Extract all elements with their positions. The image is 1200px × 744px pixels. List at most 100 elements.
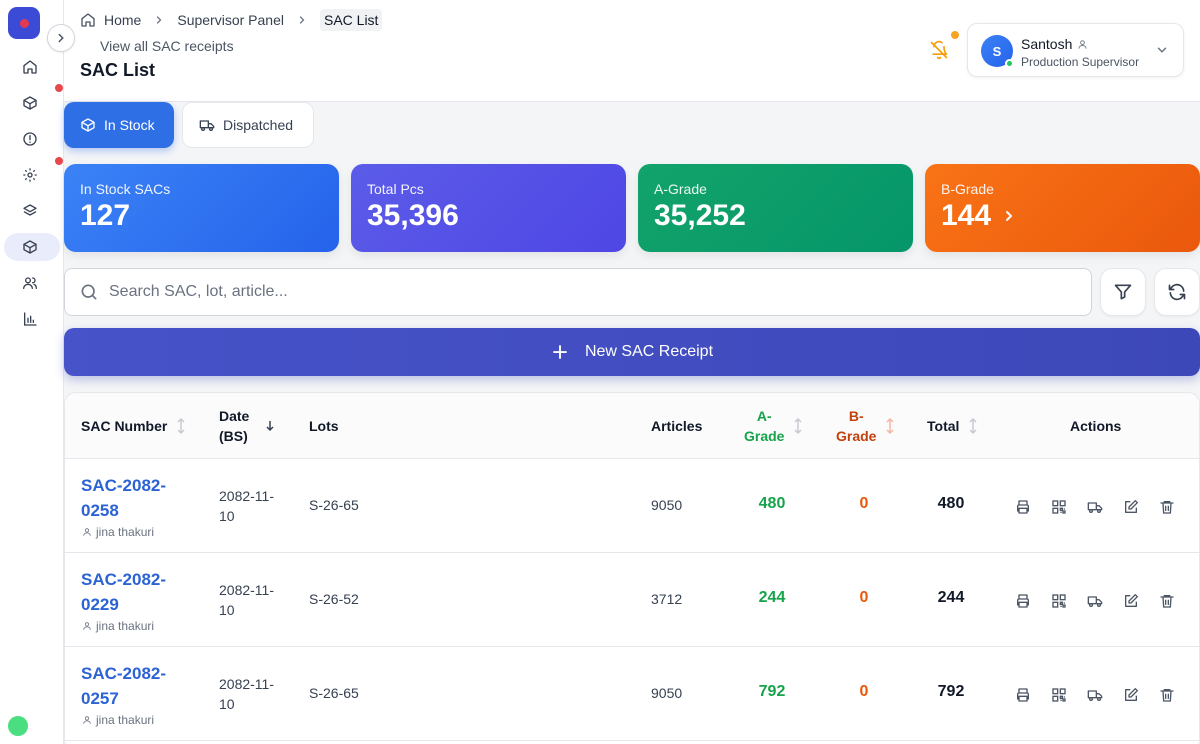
articles-cell: 9050 xyxy=(651,497,683,513)
delete-button[interactable] xyxy=(1157,685,1177,705)
sac-number-link[interactable]: SAC-2082-0257 xyxy=(81,664,167,708)
breadcrumb-home[interactable]: Home xyxy=(80,12,141,28)
column-sac-number[interactable]: SAC Number xyxy=(81,393,187,459)
gear-icon xyxy=(23,168,37,182)
notifications-button[interactable] xyxy=(927,38,951,62)
total-cell: 480 xyxy=(937,495,965,512)
page-subtitle: View all SAC receipts xyxy=(100,38,234,54)
nav-alerts[interactable] xyxy=(4,125,60,153)
new-sac-receipt-button[interactable]: New SAC Receipt xyxy=(64,328,1200,376)
created-by: jina thakuri xyxy=(82,619,154,633)
column-b-grade[interactable]: B- Grade xyxy=(836,393,896,459)
edit-button[interactable] xyxy=(1121,497,1141,517)
column-a-grade[interactable]: A- Grade xyxy=(744,393,804,459)
user-menu[interactable]: S Santosh Production Supervisor xyxy=(967,23,1184,77)
print-button[interactable] xyxy=(1013,591,1033,611)
edit-icon xyxy=(1125,688,1138,701)
search-input[interactable] xyxy=(109,283,1009,301)
users-icon xyxy=(23,277,37,289)
chevron-right-icon xyxy=(58,33,64,43)
sort-icon xyxy=(794,417,802,435)
notification-dot xyxy=(55,157,63,165)
user-icon xyxy=(83,622,91,630)
nav-packages[interactable] xyxy=(4,89,60,117)
sort-icon xyxy=(969,417,977,435)
sort-icon xyxy=(886,417,894,435)
created-by-name: jina thakuri xyxy=(96,525,155,539)
notification-dot xyxy=(951,31,959,39)
refresh-button[interactable] xyxy=(1154,268,1200,316)
edit-button[interactable] xyxy=(1121,591,1141,611)
a-grade-cell: 792 xyxy=(758,683,786,700)
tab-dispatched[interactable]: Dispatched xyxy=(182,102,314,148)
bar-chart-icon xyxy=(24,312,37,326)
table-row: SAC-2082-0229 jina thakuri 2082-11-10 S-… xyxy=(65,553,1199,647)
column-label: Lots xyxy=(309,418,339,434)
truck-icon xyxy=(1087,596,1103,607)
sac-number-link[interactable]: SAC-2082-0258 xyxy=(81,476,167,520)
tab-dispatched-label: Dispatched xyxy=(223,117,294,133)
b-grade-cell: 0 xyxy=(859,495,869,512)
stat-label: A-Grade xyxy=(654,181,707,197)
a-grade-cell: 244 xyxy=(758,589,786,606)
nav-settings[interactable] xyxy=(4,161,60,189)
nav-sac-list[interactable] xyxy=(4,233,60,261)
breadcrumb: Home Supervisor Panel SAC List xyxy=(80,8,383,32)
user-icon xyxy=(83,528,91,536)
column-label: Total xyxy=(927,418,960,434)
column-lots: Lots xyxy=(309,393,339,459)
qr-code-button[interactable] xyxy=(1049,685,1069,705)
stat-label: B-Grade xyxy=(941,181,994,197)
dispatch-button[interactable] xyxy=(1085,685,1105,705)
nav-reports[interactable] xyxy=(4,305,60,333)
column-date[interactable]: Date (BS) xyxy=(219,393,275,459)
delete-button[interactable] xyxy=(1157,497,1177,517)
tab-in-stock[interactable]: In Stock xyxy=(64,102,174,148)
column-label: SAC Number xyxy=(81,418,168,434)
printer-icon xyxy=(1017,594,1029,608)
print-button[interactable] xyxy=(1013,497,1033,517)
dispatch-button[interactable] xyxy=(1085,497,1105,517)
notification-dot xyxy=(55,84,63,92)
breadcrumb-supervisor-panel[interactable]: Supervisor Panel xyxy=(177,12,284,28)
status-indicator xyxy=(8,716,28,736)
stat-card-in-stock: In Stock SACs 127 xyxy=(64,164,339,252)
bell-off-icon xyxy=(930,40,948,60)
filter-button[interactable] xyxy=(1100,268,1146,316)
chevron-right-icon xyxy=(157,16,162,24)
layers-icon xyxy=(23,204,37,216)
edit-button[interactable] xyxy=(1121,685,1141,705)
total-cell: 792 xyxy=(937,683,965,700)
stat-card-b-grade[interactable]: B-Grade 144 xyxy=(925,164,1200,252)
column-label: Date xyxy=(219,408,250,424)
total-cell: 244 xyxy=(937,589,965,606)
chevron-right-icon xyxy=(1006,211,1013,221)
top-header: Home Supervisor Panel SAC List View all … xyxy=(64,0,1200,102)
user-name: Santosh xyxy=(1021,36,1088,52)
nav-users[interactable] xyxy=(4,269,60,297)
nav-home[interactable] xyxy=(4,53,60,81)
print-button[interactable] xyxy=(1013,685,1033,705)
stat-value: 35,252 xyxy=(654,199,746,232)
nav-layers[interactable] xyxy=(4,197,60,225)
date-cell: 2082-11-10 xyxy=(219,676,275,712)
new-sac-receipt-label: New SAC Receipt xyxy=(584,343,714,360)
column-articles: Articles xyxy=(651,393,702,459)
breadcrumb-home-label: Home xyxy=(104,12,142,28)
tab-in-stock-label: In Stock xyxy=(104,117,155,133)
package-icon xyxy=(81,118,95,132)
sac-number-link[interactable]: SAC-2082-0229 xyxy=(81,570,167,614)
qr-code-button[interactable] xyxy=(1049,497,1069,517)
column-label: Articles xyxy=(651,418,703,434)
sidebar-toggle-button[interactable] xyxy=(47,24,75,52)
page-title: SAC List xyxy=(80,60,156,80)
delete-button[interactable] xyxy=(1157,591,1177,611)
column-total[interactable]: Total xyxy=(927,393,979,459)
package-icon xyxy=(23,240,37,254)
truck-icon xyxy=(1087,502,1103,513)
online-status-dot xyxy=(1005,59,1014,68)
app-logo[interactable] xyxy=(8,7,40,39)
qr-code-button[interactable] xyxy=(1049,591,1069,611)
stat-label: In Stock SACs xyxy=(80,181,171,197)
dispatch-button[interactable] xyxy=(1085,591,1105,611)
